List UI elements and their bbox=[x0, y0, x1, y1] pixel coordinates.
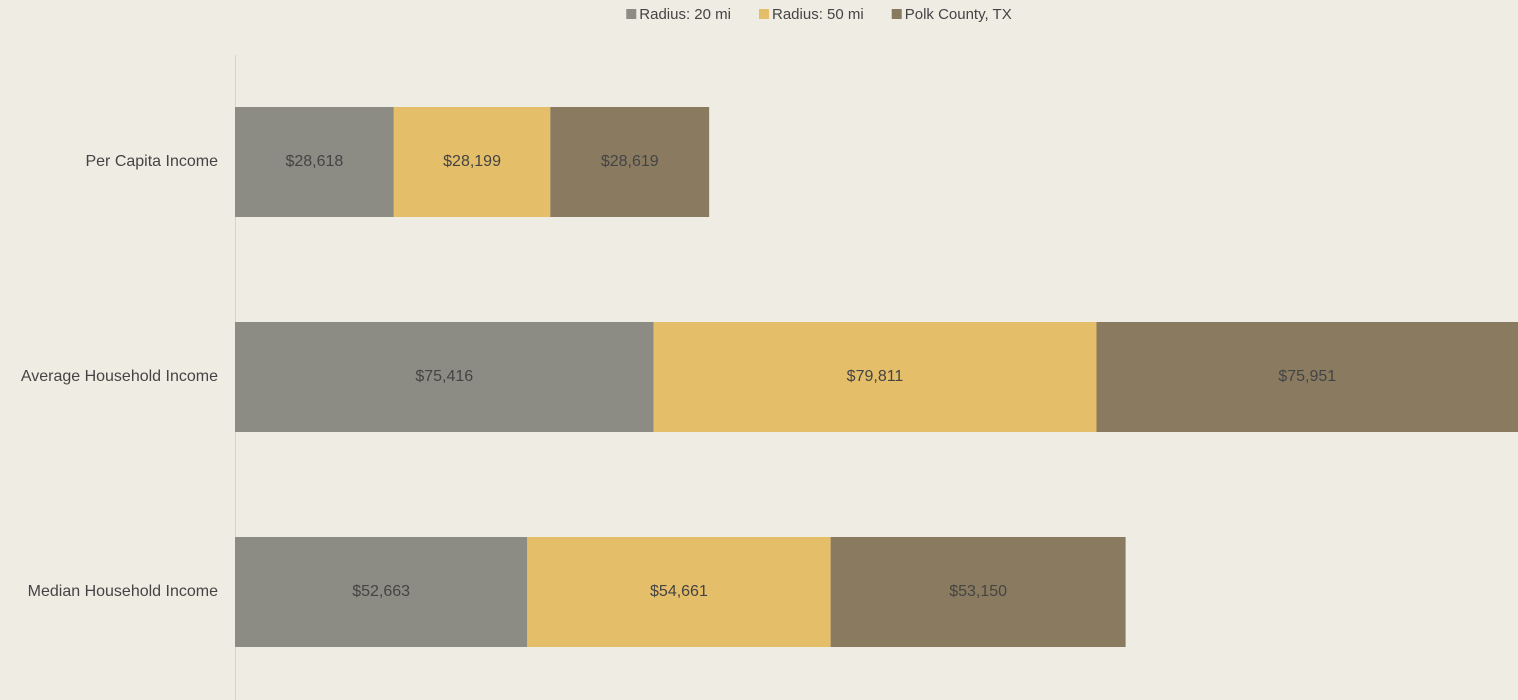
bar-segment bbox=[1096, 322, 1518, 432]
data-label: $28,618 bbox=[285, 153, 343, 170]
legend-swatch bbox=[626, 9, 637, 19]
bar-segment bbox=[527, 537, 831, 647]
legend-swatch bbox=[891, 9, 902, 19]
legend-swatch bbox=[759, 9, 769, 19]
data-label: $28,199 bbox=[443, 153, 501, 170]
y-tick-label: Average Household Income bbox=[21, 368, 218, 385]
bar-segment bbox=[550, 107, 710, 217]
data-label: $52,663 bbox=[352, 583, 410, 600]
bar-segment bbox=[235, 322, 654, 432]
y-tick-label: Per Capita Income bbox=[85, 153, 218, 170]
bar-segment bbox=[235, 537, 528, 647]
bar-segment bbox=[393, 107, 551, 217]
bar-segment bbox=[235, 107, 394, 217]
data-label: $28,619 bbox=[601, 153, 659, 170]
data-label: $75,416 bbox=[415, 368, 473, 385]
data-label: $53,150 bbox=[949, 583, 1007, 600]
y-tick-label: Median Household Income bbox=[28, 583, 218, 600]
data-label: $79,811 bbox=[847, 368, 904, 385]
data-label: $54,661 bbox=[650, 583, 708, 600]
legend-label: Radius: 50 mi bbox=[772, 6, 864, 23]
bar-segment bbox=[830, 537, 1126, 647]
legend-label: Polk County, TX bbox=[905, 6, 1012, 23]
data-label: $75,951 bbox=[1278, 368, 1336, 385]
legend-label: Radius: 20 mi bbox=[639, 6, 731, 23]
bar-segment bbox=[653, 322, 1097, 432]
